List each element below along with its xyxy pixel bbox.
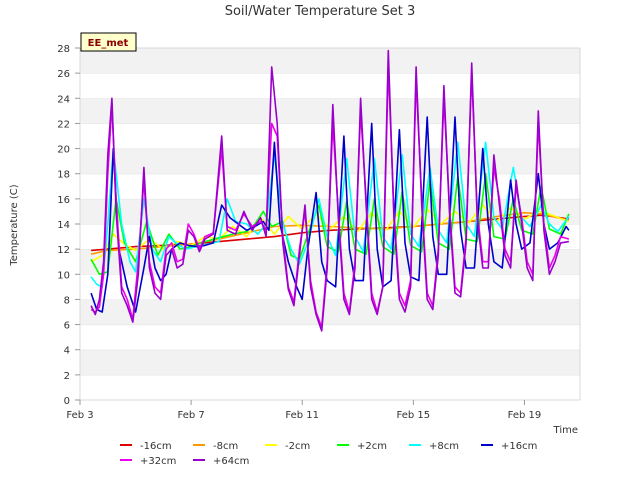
legend-label: +32cm (140, 456, 176, 467)
chart-title: Soil/Water Temperature Set 3 (225, 4, 416, 19)
legend: -16cm -8cm -2cm +2cm +8cm +16cm +32cm +64cm (120, 441, 537, 467)
x-axis-label: Time (553, 425, 578, 436)
y-tick-label: 8 (64, 295, 70, 306)
x-tick-label: Feb 11 (285, 410, 319, 421)
y-tick-label: 24 (57, 94, 70, 105)
y-axis-label: Temperature (C) (9, 184, 20, 266)
grid-band (80, 374, 580, 400)
grid-band (80, 324, 580, 350)
grid-band (80, 48, 580, 74)
series-line--16cm (91, 214, 570, 252)
x-tick-label: Feb 15 (397, 410, 431, 421)
y-tick-label: 16 (57, 195, 70, 206)
badge-text: EE_met (88, 38, 129, 49)
y-tick-label: 0 (64, 396, 70, 407)
legend-label: +64cm (213, 456, 249, 467)
y-tick-label: 18 (57, 170, 70, 181)
y-tick-label: 10 (57, 270, 70, 281)
y-tick-label: 26 (57, 69, 70, 80)
x-tick-label: Feb 7 (177, 410, 204, 421)
y-tick-label: 28 (57, 44, 70, 55)
y-tick-label: 6 (64, 321, 70, 332)
grid-bands (80, 47, 580, 400)
grid-band (80, 349, 580, 375)
y-tick-label: 12 (57, 245, 70, 256)
y-tick-label: 22 (57, 119, 70, 130)
y-tick-label: 20 (57, 145, 70, 156)
badge-box (80, 32, 137, 52)
grid-band (80, 98, 580, 124)
station-badge: EE_met (80, 32, 137, 52)
grid-band (80, 73, 580, 99)
x-tick-label: Feb 19 (508, 410, 542, 421)
x-axis-ticks: Feb 3 Feb 7 Feb 11 Feb 15 Feb 19 (66, 400, 541, 421)
x-tick-label: Feb 3 (66, 410, 93, 421)
y-tick-label: 4 (64, 346, 70, 357)
legend-label: +2cm (357, 441, 387, 452)
legend-label: +16cm (501, 441, 537, 452)
legend-label: +8cm (429, 441, 459, 452)
legend-label: -16cm (140, 441, 172, 452)
y-tick-label: 14 (57, 220, 70, 231)
series-line-+2cm (90, 172, 570, 276)
series-lines (90, 49, 570, 332)
grid-band (80, 123, 580, 149)
legend-label: -2cm (285, 441, 310, 452)
series-line-+64cm (90, 49, 570, 332)
legend-label: -8cm (213, 441, 238, 452)
y-tick-label: 2 (64, 371, 70, 382)
grid-band (80, 299, 580, 325)
